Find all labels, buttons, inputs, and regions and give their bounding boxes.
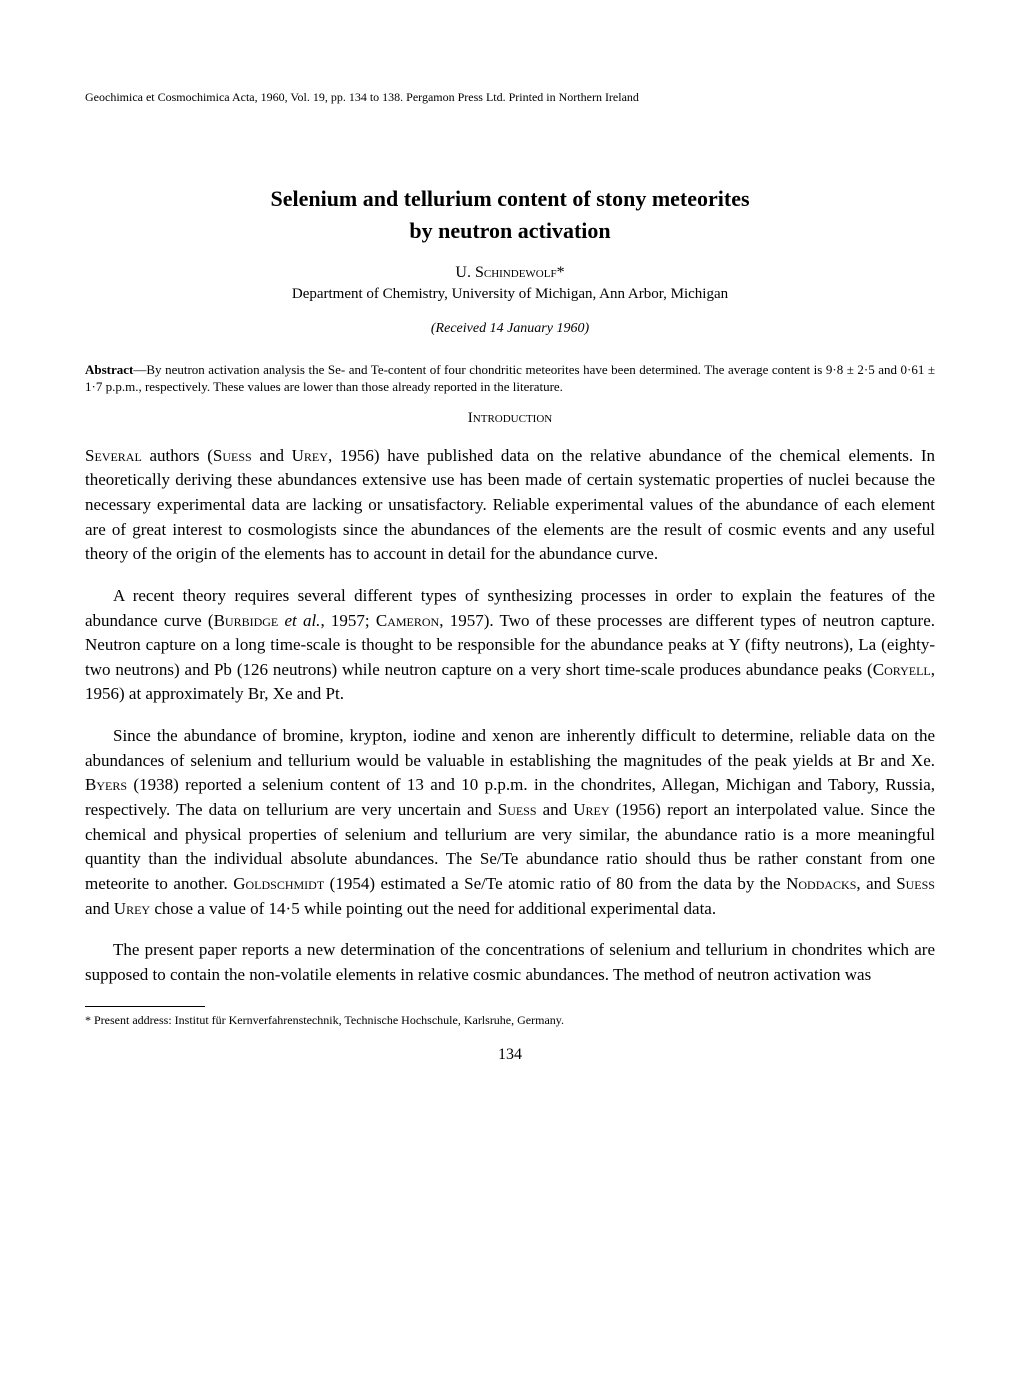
para3-body: Since the abundance of bromine, krypton,…	[85, 726, 935, 917]
paper-page: Geochimica et Cosmochimica Acta, 1960, V…	[0, 0, 1020, 1124]
section-heading-introduction: Introduction	[85, 410, 935, 427]
footnote-rule	[85, 1006, 205, 1007]
page-number: 134	[85, 1046, 935, 1064]
footnote-text: * Present address: Institut für Kernverf…	[85, 1013, 935, 1028]
paragraph-3: Since the abundance of bromine, krypton,…	[85, 724, 935, 921]
para2-body: A recent theory requires several differe…	[85, 586, 935, 704]
journal-header: Geochimica et Cosmochimica Acta, 1960, V…	[85, 90, 935, 105]
author-name: U. Schindewolf*	[85, 264, 935, 282]
author-affiliation: Department of Chemistry, University of M…	[85, 286, 935, 303]
para4-body: The present paper reports a new determin…	[85, 940, 935, 984]
paragraph-4: The present paper reports a new determin…	[85, 938, 935, 987]
paragraph-1: Several authors (Suess and Urey, 1956) h…	[85, 444, 935, 567]
para1-leading-smallcaps: Several	[85, 446, 142, 465]
author-text: U. Schindewolf*	[455, 264, 564, 281]
paper-title-line2: by neutron activation	[85, 218, 935, 244]
para1-body: authors (Suess and Urey, 1956) have publ…	[85, 446, 935, 564]
abstract-label: Abstract	[85, 362, 133, 377]
abstract-block: Abstract—By neutron activation analysis …	[85, 361, 935, 396]
abstract-text: —By neutron activation analysis the Se- …	[85, 362, 935, 395]
received-date: (Received 14 January 1960)	[85, 321, 935, 337]
paragraph-2: A recent theory requires several differe…	[85, 584, 935, 707]
paper-title-line1: Selenium and tellurium content of stony …	[85, 185, 935, 214]
